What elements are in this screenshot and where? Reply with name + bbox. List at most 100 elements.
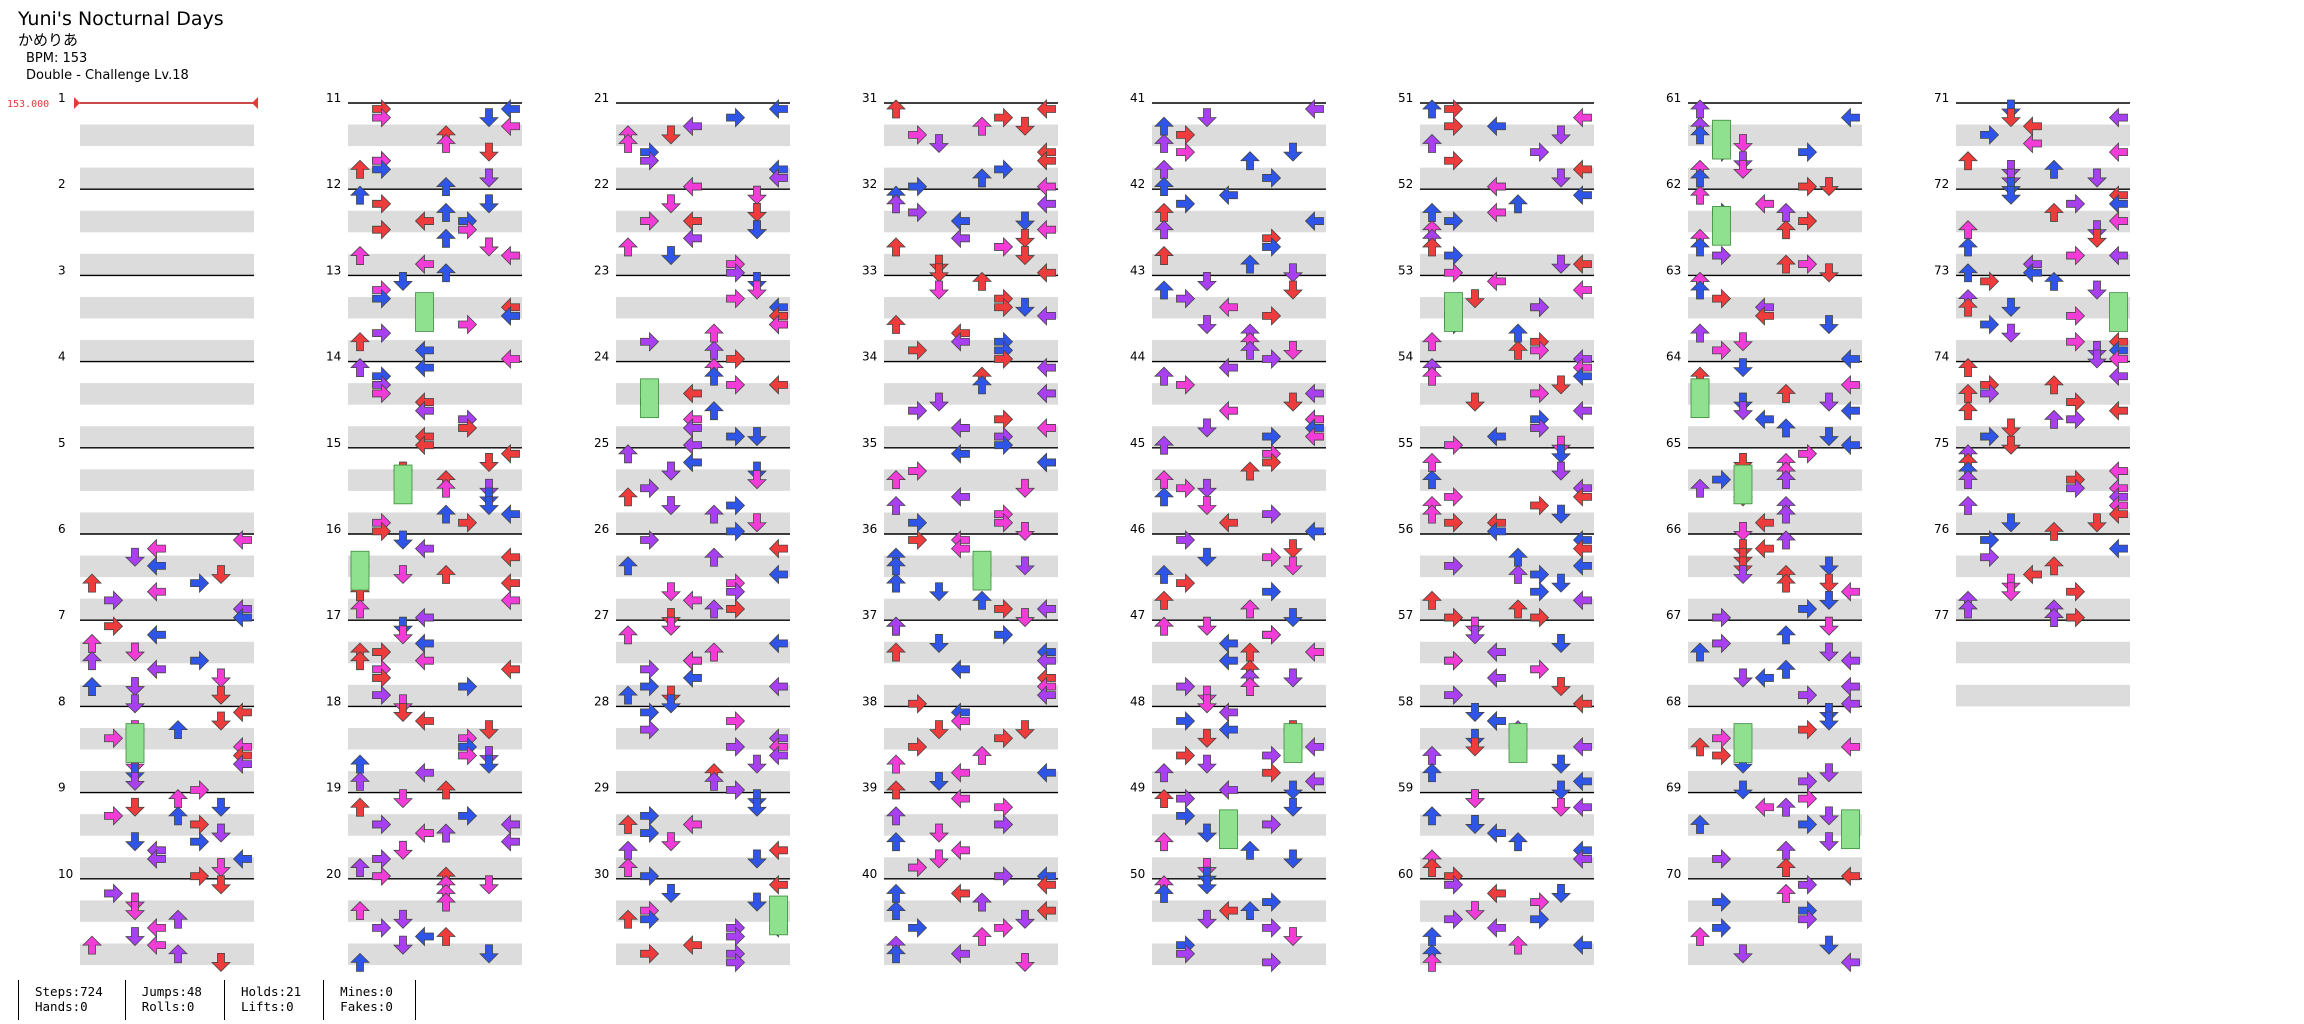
step-arrow-icon xyxy=(726,426,746,447)
measure-number: 70 xyxy=(1666,867,1681,881)
step-arrow-icon xyxy=(1176,530,1196,550)
step-arrow-icon xyxy=(1572,848,1592,869)
step-arrow-icon xyxy=(1444,650,1464,671)
step-arrow-icon xyxy=(1283,797,1303,817)
step-arrow-icon xyxy=(1530,607,1550,628)
step-arrow-icon xyxy=(1819,763,1839,783)
beat-band xyxy=(348,210,522,233)
step-arrow-icon xyxy=(190,650,210,671)
step-arrow-icon xyxy=(1530,383,1550,404)
step-arrow-icon xyxy=(1262,236,1282,257)
step-arrow-icon xyxy=(950,788,970,809)
step-arrow-icon xyxy=(994,159,1014,180)
step-arrow-icon xyxy=(479,720,499,740)
step-arrow-icon xyxy=(350,245,370,265)
step-arrow-icon xyxy=(1154,763,1174,783)
step-arrow-icon xyxy=(1422,745,1442,765)
step-arrow-icon xyxy=(994,728,1014,749)
step-arrow-icon xyxy=(1486,426,1506,447)
step-arrow-icon xyxy=(1036,762,1056,783)
beat-band xyxy=(80,555,254,578)
difficulty-label: Double - Challenge Lv.18 xyxy=(26,68,189,83)
step-arrow-icon xyxy=(1690,280,1710,300)
step-arrow-icon xyxy=(1444,99,1464,119)
step-arrow-icon xyxy=(1283,142,1303,162)
step-arrow-icon xyxy=(436,263,456,283)
step-arrow-icon xyxy=(500,814,520,835)
step-arrow-icon xyxy=(1197,108,1217,128)
measure-number: 10 xyxy=(58,867,73,881)
step-arrow-icon xyxy=(1840,107,1860,128)
step-arrow-icon xyxy=(2044,556,2064,576)
measure-number: 25 xyxy=(594,436,609,450)
step-arrow-icon xyxy=(372,323,392,344)
step-arrow-icon xyxy=(1551,168,1571,188)
step-arrow-icon xyxy=(1754,193,1774,214)
step-arrow-icon xyxy=(950,711,970,731)
step-arrow-icon xyxy=(1154,202,1174,222)
step-arrow-icon xyxy=(1240,840,1260,860)
step-arrow-icon xyxy=(1958,401,1978,421)
step-arrow-icon xyxy=(1551,573,1571,593)
step-arrow-icon xyxy=(726,262,746,283)
step-arrow-icon xyxy=(704,642,724,662)
measure-number: 11 xyxy=(326,91,341,105)
step-arrow-icon xyxy=(1036,99,1056,119)
step-arrow-icon xyxy=(190,814,210,835)
step-arrow-icon xyxy=(2001,185,2021,205)
step-arrow-icon xyxy=(908,124,928,145)
hold-note xyxy=(125,723,145,763)
step-arrow-icon xyxy=(768,676,788,697)
step-arrow-icon xyxy=(168,806,188,826)
step-arrow-icon xyxy=(994,435,1014,456)
beat-band xyxy=(1152,469,1326,491)
step-arrow-icon xyxy=(1176,573,1196,594)
step-arrow-icon xyxy=(1776,504,1796,524)
step-arrow-icon xyxy=(146,555,166,576)
step-arrow-icon xyxy=(1240,642,1260,662)
beat-band xyxy=(80,814,254,836)
step-arrow-icon xyxy=(994,814,1014,835)
step-arrow-icon xyxy=(994,297,1014,318)
step-arrow-icon xyxy=(2022,564,2042,585)
step-arrow-icon xyxy=(747,203,767,223)
beat-band xyxy=(884,641,1058,664)
step-arrow-icon xyxy=(1690,99,1710,119)
step-arrow-icon xyxy=(1262,504,1282,525)
step-arrow-icon xyxy=(1819,263,1839,283)
step-arrow-icon xyxy=(1486,667,1506,688)
step-arrow-icon xyxy=(1036,598,1056,619)
step-arrow-icon xyxy=(232,702,252,723)
step-arrow-icon xyxy=(704,599,724,619)
stat-column: Holds:21 Lifts:0 xyxy=(223,980,323,1020)
step-arrow-icon xyxy=(104,883,124,904)
step-arrow-icon xyxy=(1572,935,1592,956)
measure-number: 12 xyxy=(326,177,341,191)
step-arrow-icon xyxy=(1572,736,1592,757)
step-arrow-icon xyxy=(747,797,767,817)
measure-strip: 41 42 43 44 45 46 47 48 49 50 xyxy=(1130,91,1326,965)
measure-number: 4 xyxy=(58,350,66,364)
measure-number: 51 xyxy=(1398,91,1413,105)
step-arrow-icon xyxy=(232,530,252,550)
step-arrow-icon xyxy=(908,693,928,714)
step-arrow-icon xyxy=(1422,452,1442,472)
step-arrow-icon xyxy=(1819,642,1839,662)
step-arrow-icon xyxy=(414,823,434,844)
step-arrow-icon xyxy=(168,720,188,740)
step-arrow-icon xyxy=(929,634,949,654)
step-arrow-icon xyxy=(994,917,1014,938)
step-arrow-icon xyxy=(1776,254,1796,274)
step-arrow-icon xyxy=(682,667,702,688)
beat-band xyxy=(1420,512,1594,534)
beat-band xyxy=(884,340,1058,362)
beat-band xyxy=(1688,469,1862,491)
step-arrow-icon xyxy=(908,340,928,361)
step-arrow-icon xyxy=(1733,332,1753,352)
measure-number: 24 xyxy=(594,350,609,364)
step-arrow-icon xyxy=(1444,685,1464,706)
step-arrow-icon xyxy=(950,486,970,507)
beat-band xyxy=(1420,426,1594,448)
beat-band xyxy=(348,857,522,879)
step-arrow-icon xyxy=(1304,426,1324,447)
